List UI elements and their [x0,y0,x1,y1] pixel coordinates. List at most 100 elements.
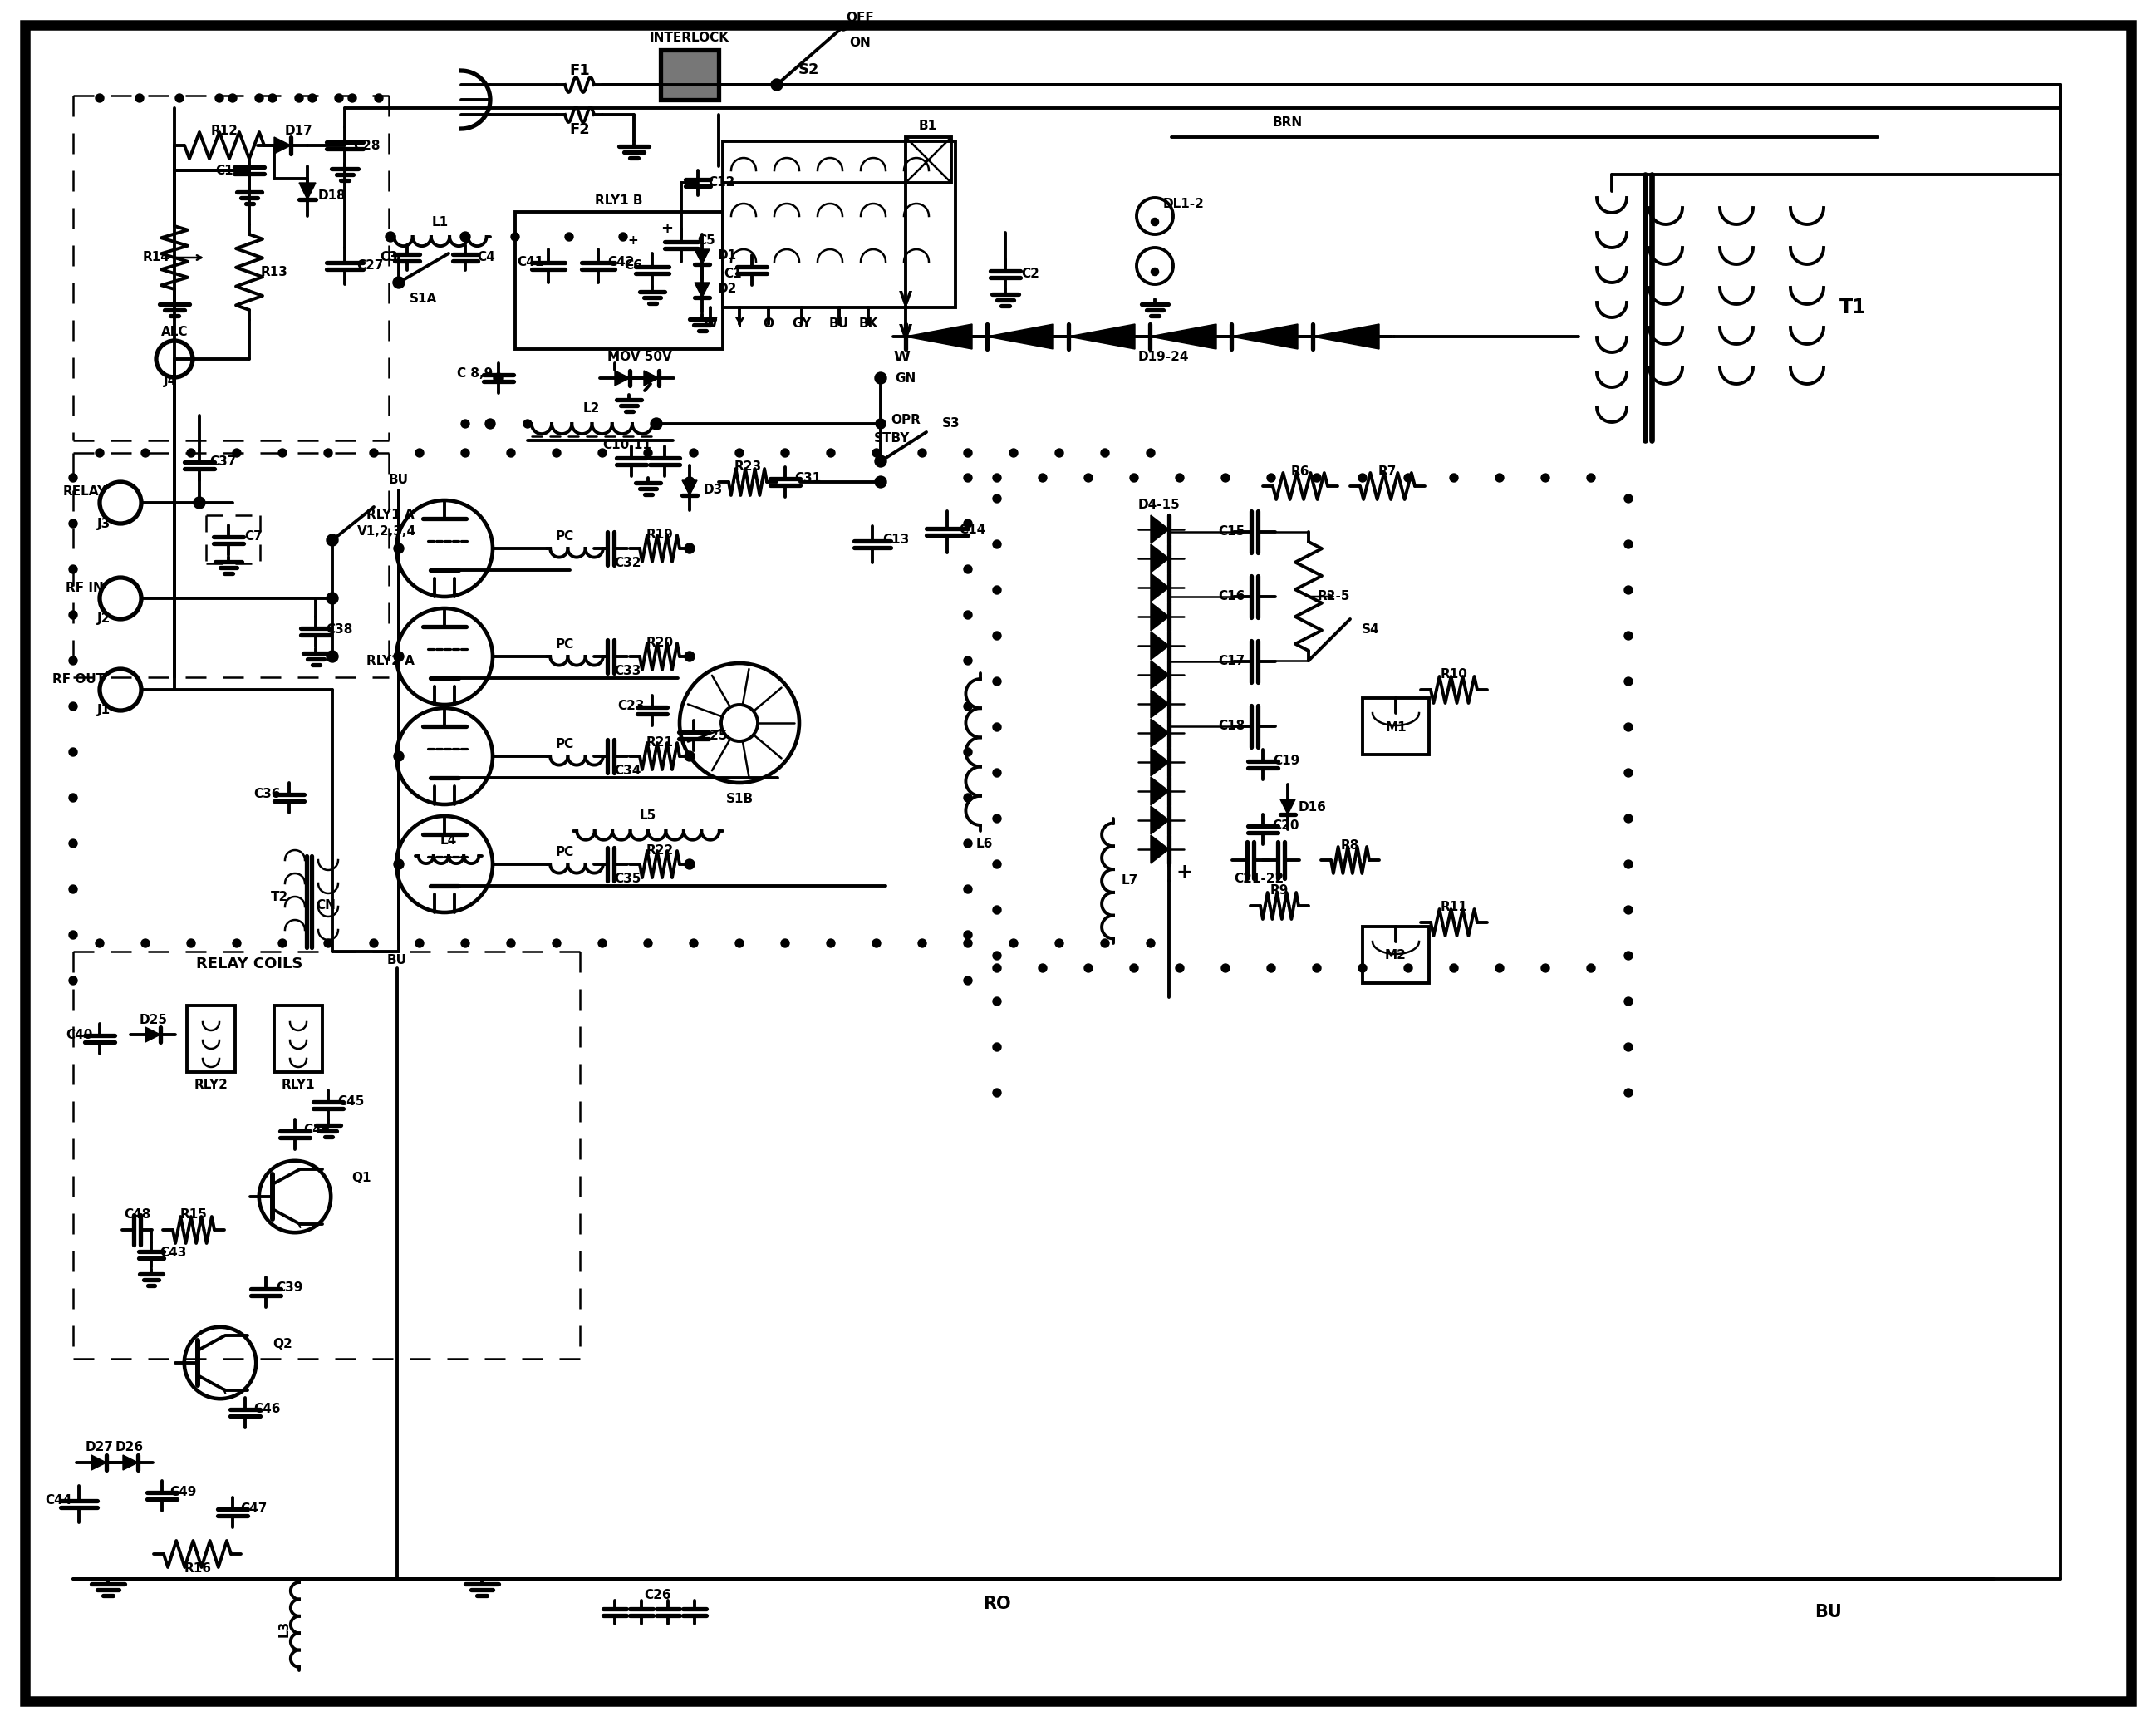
Text: RLY2: RLY2 [194,1079,229,1091]
Circle shape [918,449,927,457]
Circle shape [875,476,886,488]
Polygon shape [645,371,660,385]
Circle shape [395,751,403,761]
Circle shape [964,520,972,528]
Polygon shape [1151,573,1169,602]
Text: STBY: STBY [875,433,910,445]
Circle shape [1220,963,1229,972]
Text: R16: R16 [183,1562,211,1576]
Text: DL1-2: DL1-2 [1164,197,1205,211]
Circle shape [1623,677,1632,685]
Text: C42: C42 [608,255,636,268]
Circle shape [461,449,470,457]
Circle shape [679,663,800,784]
Text: C17: C17 [1218,656,1244,668]
Circle shape [964,885,972,894]
Circle shape [1151,219,1158,224]
Circle shape [1623,1089,1632,1098]
Circle shape [964,656,972,665]
Circle shape [1623,951,1632,960]
Circle shape [369,939,377,948]
Text: R10: R10 [1440,668,1468,682]
Text: J3: J3 [97,518,110,530]
Text: L6: L6 [977,837,994,849]
Circle shape [69,977,78,986]
Circle shape [1039,473,1048,482]
Text: J2: J2 [97,613,110,625]
Circle shape [326,651,338,663]
Text: C20: C20 [1272,818,1300,832]
Text: V: V [899,324,912,340]
Circle shape [875,476,886,487]
Circle shape [416,939,425,948]
Text: R8: R8 [1341,841,1360,853]
Text: RO: RO [983,1595,1011,1612]
Circle shape [1268,473,1276,482]
Circle shape [964,473,972,482]
Circle shape [1147,449,1156,457]
Circle shape [994,494,1000,502]
Polygon shape [274,136,291,154]
Text: C34: C34 [614,765,640,777]
Text: RLY2 A: RLY2 A [367,654,414,666]
Circle shape [183,1327,257,1398]
Circle shape [155,340,192,378]
Circle shape [375,93,384,102]
Text: W: W [703,318,718,330]
Circle shape [1151,269,1158,274]
Text: R9: R9 [1270,885,1289,898]
Text: CN: CN [315,899,336,911]
Circle shape [254,93,263,102]
Circle shape [461,419,470,428]
Text: C37: C37 [209,456,237,468]
Bar [1363,697,1429,754]
Circle shape [994,906,1000,915]
Polygon shape [1151,690,1169,718]
Circle shape [1102,939,1108,948]
Circle shape [416,449,425,457]
Text: D19-24: D19-24 [1138,350,1188,364]
Text: C46: C46 [254,1402,280,1415]
Text: C25: C25 [701,728,729,742]
Circle shape [645,939,653,948]
Circle shape [651,418,662,430]
Text: C19: C19 [1272,754,1300,766]
Text: Q1: Q1 [351,1172,371,1184]
Polygon shape [1151,516,1169,544]
Text: R20: R20 [647,637,673,649]
Text: PC: PC [556,639,573,651]
Text: C47: C47 [239,1502,267,1514]
Circle shape [1136,247,1173,285]
Circle shape [552,449,561,457]
Circle shape [99,670,142,711]
Circle shape [485,419,496,428]
Text: RLY1 A: RLY1 A [367,509,414,521]
Circle shape [994,473,1000,482]
Circle shape [686,751,694,761]
Polygon shape [987,324,1054,349]
Text: PC: PC [556,846,573,858]
Text: R12: R12 [211,124,237,138]
Circle shape [1623,815,1632,823]
Circle shape [1623,768,1632,777]
Circle shape [686,476,694,487]
Text: INTERLOCK: INTERLOCK [649,33,729,45]
Circle shape [278,449,287,457]
Bar [274,1006,323,1072]
Polygon shape [144,1027,160,1043]
Circle shape [686,544,694,554]
Text: L7: L7 [1121,875,1138,887]
Circle shape [994,585,1000,594]
Circle shape [735,939,744,948]
Text: C35: C35 [614,873,640,885]
Text: C31: C31 [793,471,821,483]
Polygon shape [1231,324,1298,349]
Circle shape [395,651,403,661]
Text: O: O [763,318,774,330]
Polygon shape [1151,777,1169,806]
Circle shape [69,930,78,939]
Text: C43: C43 [160,1246,185,1260]
Circle shape [994,540,1000,549]
Text: C27: C27 [356,259,384,273]
Circle shape [216,93,224,102]
